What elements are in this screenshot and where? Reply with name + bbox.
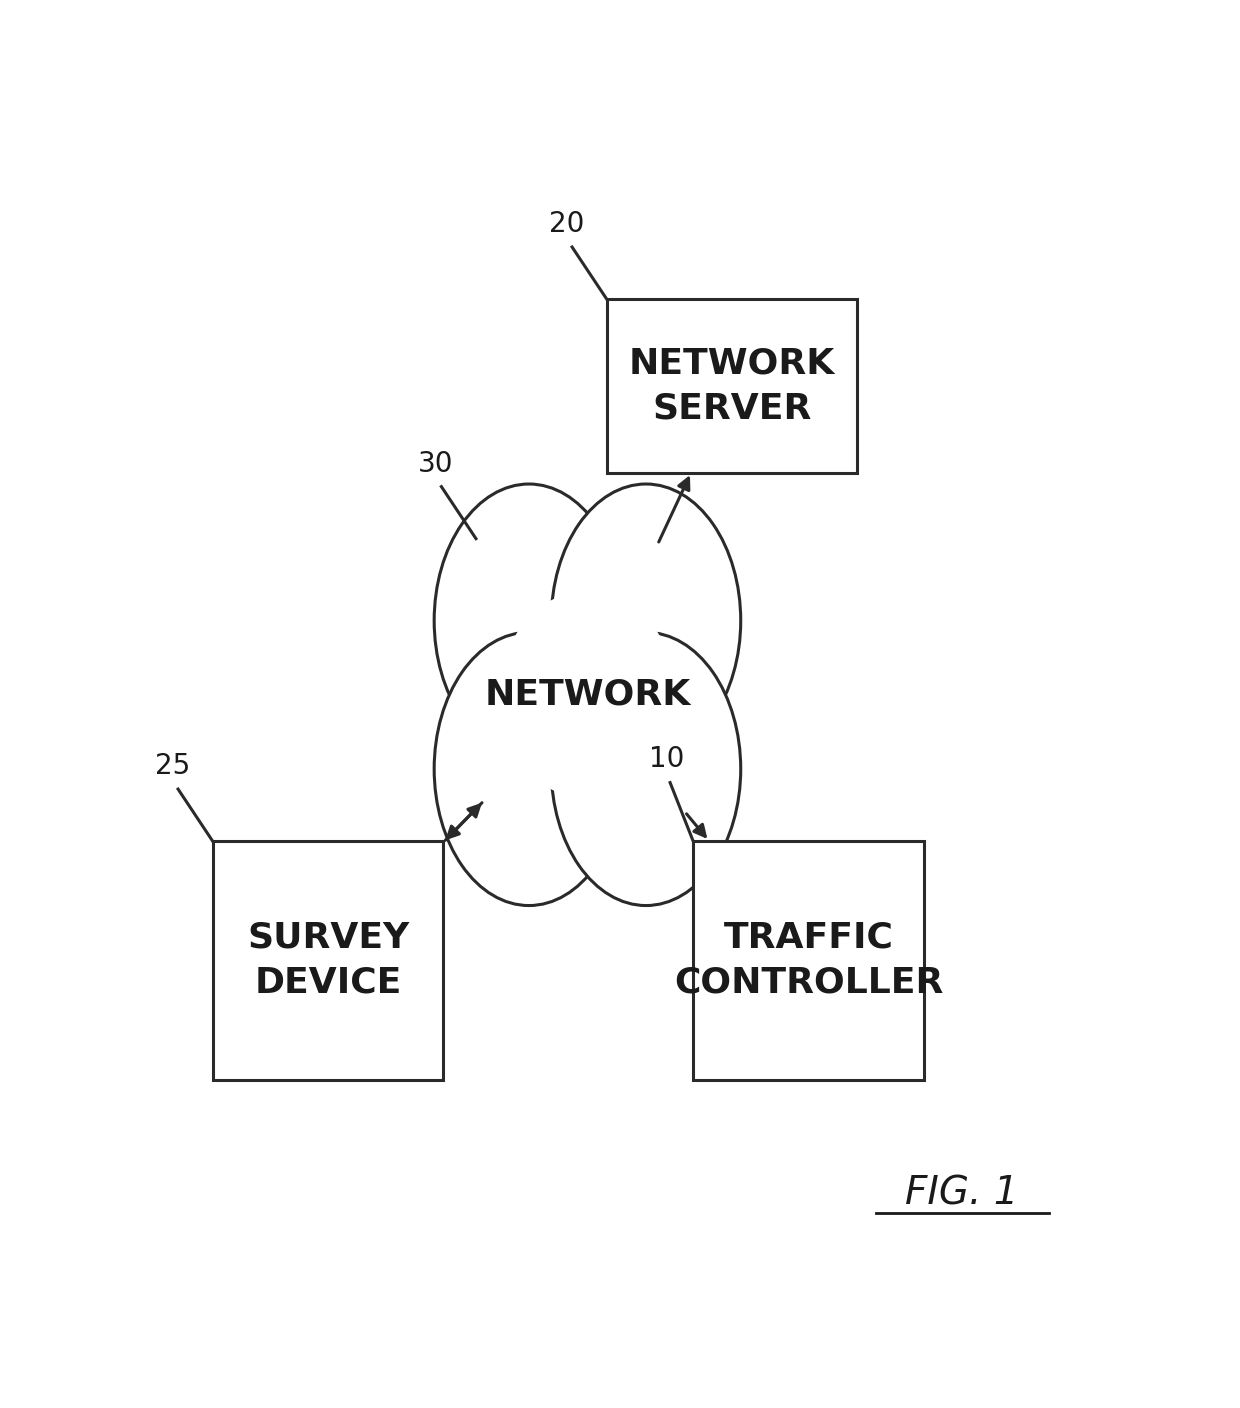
Ellipse shape	[517, 605, 657, 784]
Text: NETWORK: NETWORK	[485, 677, 691, 712]
Bar	[606, 298, 857, 473]
Ellipse shape	[434, 632, 624, 905]
Text: SURVEY
DEVICE: SURVEY DEVICE	[247, 921, 409, 1000]
Text: 30: 30	[418, 451, 454, 477]
Ellipse shape	[552, 484, 740, 758]
Ellipse shape	[552, 484, 740, 758]
Text: 25: 25	[155, 752, 190, 780]
Text: NETWORK
SERVER: NETWORK SERVER	[629, 346, 835, 425]
Text: 20: 20	[548, 210, 584, 238]
Ellipse shape	[552, 632, 740, 905]
Ellipse shape	[500, 591, 676, 798]
Text: FIG. 1: FIG. 1	[905, 1174, 1019, 1212]
Ellipse shape	[434, 484, 624, 758]
Ellipse shape	[434, 484, 624, 758]
Text: TRAFFIC
CONTROLLER: TRAFFIC CONTROLLER	[673, 921, 944, 1000]
Ellipse shape	[434, 632, 624, 905]
Text: 10: 10	[649, 745, 684, 773]
Ellipse shape	[552, 632, 740, 905]
Bar	[693, 841, 924, 1080]
Bar	[213, 841, 444, 1080]
